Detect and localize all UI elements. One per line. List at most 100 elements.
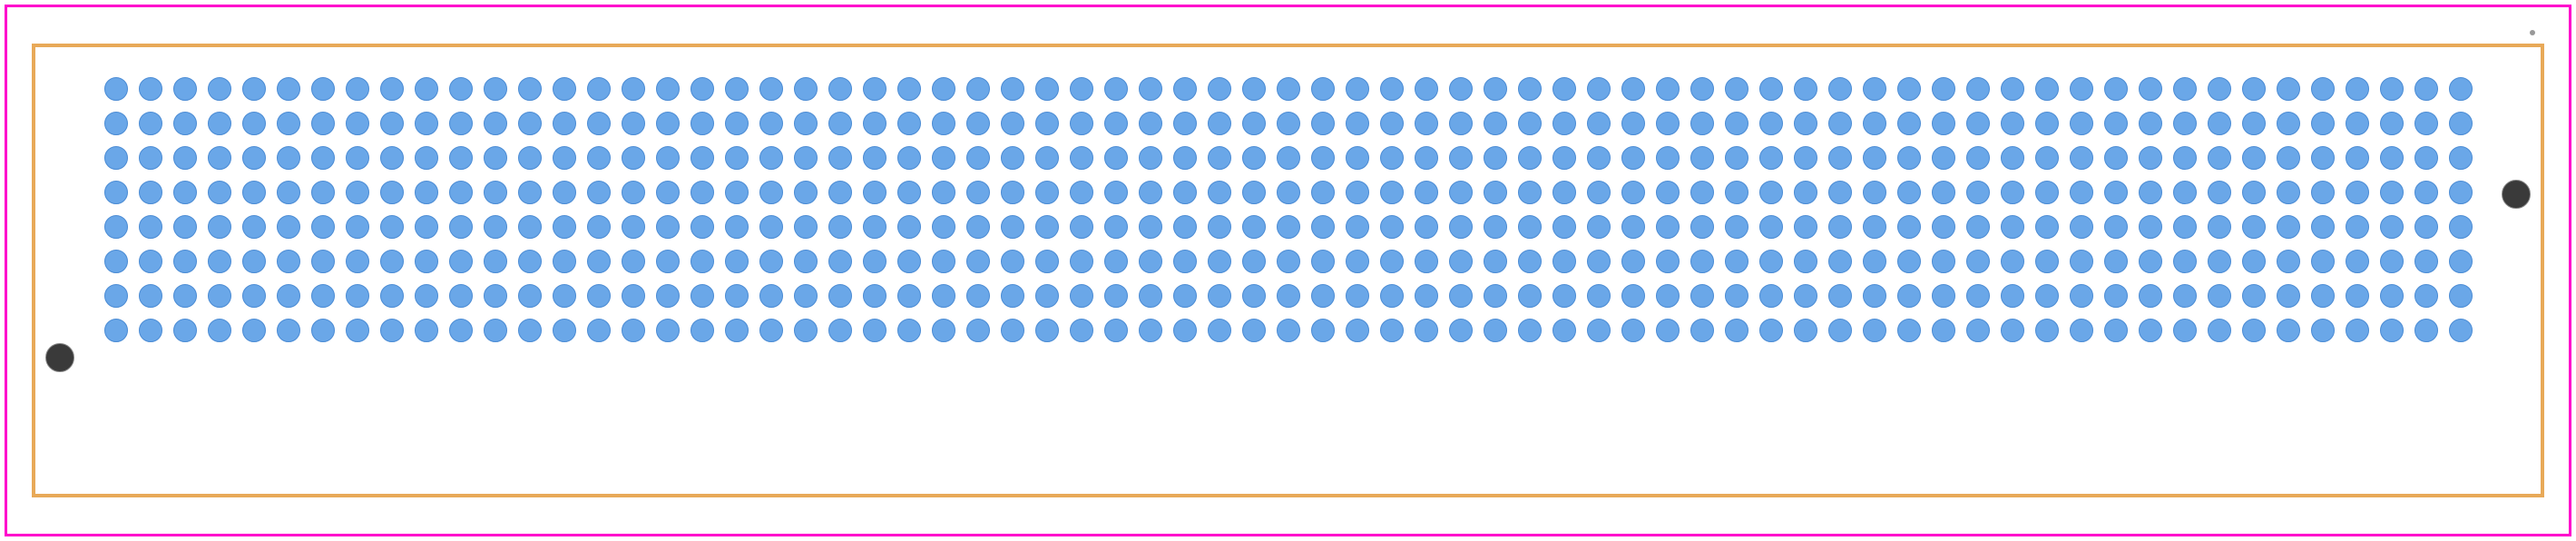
pin-pad <box>380 284 404 308</box>
pin-pad <box>863 112 886 135</box>
pin-pad <box>1449 319 1473 342</box>
pin-pad <box>1932 250 1955 273</box>
pin-pad <box>2380 181 2404 204</box>
pin-pad <box>2001 319 2024 342</box>
pin-pad <box>1242 284 1266 308</box>
pin-pad <box>2139 112 2162 135</box>
pin-pad <box>311 250 335 273</box>
pin-pad <box>553 146 576 170</box>
pin-pad <box>2414 181 2438 204</box>
pin-pad <box>2070 181 2093 204</box>
pin-pad <box>2449 250 2473 273</box>
pin-pad <box>242 284 266 308</box>
pin-pad <box>2173 146 2197 170</box>
pin-pad <box>966 181 990 204</box>
pin-pad <box>208 77 231 101</box>
pin-pad <box>2001 77 2024 101</box>
pin-pad <box>2380 112 2404 135</box>
pin-pad <box>1346 77 1369 101</box>
pin-pad <box>587 319 611 342</box>
pin-pad <box>2277 284 2300 308</box>
pin-pad <box>2311 146 2335 170</box>
pin-pad <box>2104 250 2128 273</box>
pin-pad <box>1035 77 1059 101</box>
pin-row <box>104 77 2473 101</box>
pin-pad <box>2414 77 2438 101</box>
pin-pad <box>346 284 369 308</box>
pin-pad <box>1794 112 1817 135</box>
pin-pad <box>484 181 507 204</box>
pin-pad <box>2380 250 2404 273</box>
pin-pad <box>1380 319 1404 342</box>
pin-pad <box>1449 181 1473 204</box>
pin-pad <box>449 284 473 308</box>
pin-pad <box>2346 284 2369 308</box>
pin-pad <box>1001 77 1024 101</box>
pin-pad <box>2414 112 2438 135</box>
pin-pad <box>1759 77 1783 101</box>
pin-pad <box>1897 319 1921 342</box>
pin-pad <box>1725 250 1748 273</box>
pin-pad <box>2173 77 2197 101</box>
pin-pad <box>656 284 680 308</box>
pin-pad <box>1415 250 1438 273</box>
pin-pad <box>1139 250 1162 273</box>
pin-pad <box>1035 112 1059 135</box>
pin-pad <box>1587 146 1611 170</box>
pin-pad <box>1587 215 1611 239</box>
pin-pad <box>1690 215 1714 239</box>
pin-pad <box>208 181 231 204</box>
pin-pad <box>242 112 266 135</box>
pin-pad <box>1415 77 1438 101</box>
pin-pad <box>2070 250 2093 273</box>
pin-pad <box>449 112 473 135</box>
pin-pad <box>277 112 300 135</box>
pin-pad <box>1242 112 1266 135</box>
pin-pad <box>415 146 438 170</box>
pin-pad <box>2346 77 2369 101</box>
pin-pad <box>346 215 369 239</box>
pin-pad <box>587 77 611 101</box>
pin-pad <box>587 146 611 170</box>
pin-pad <box>1346 319 1369 342</box>
pin-pad <box>2035 181 2059 204</box>
pin-pad <box>1690 77 1714 101</box>
pin-pad <box>1070 146 1093 170</box>
pin-pad <box>1897 146 1921 170</box>
pin-pad <box>277 215 300 239</box>
pin-pad <box>311 77 335 101</box>
pin-pad <box>139 181 162 204</box>
pin-pad <box>1380 146 1404 170</box>
pin-pad <box>828 250 852 273</box>
pin-pad <box>2208 319 2231 342</box>
pin-pad <box>2139 77 2162 101</box>
pin-pad <box>1518 77 1542 101</box>
pin-pad <box>1380 215 1404 239</box>
pin-pad <box>449 215 473 239</box>
pin-pad <box>1173 319 1197 342</box>
pin-pad <box>1828 77 1852 101</box>
pin-pad <box>932 215 955 239</box>
pin-pad <box>1173 215 1197 239</box>
pin-pad <box>1518 146 1542 170</box>
pin-pad <box>691 112 714 135</box>
pin-pad <box>449 319 473 342</box>
pin-pad <box>1794 181 1817 204</box>
pin-pad <box>863 284 886 308</box>
pin-pad <box>2311 250 2335 273</box>
pin-pad <box>1346 284 1369 308</box>
pin-pad <box>622 77 645 101</box>
pin-pad <box>1725 77 1748 101</box>
pin-pad <box>173 319 197 342</box>
pin-pad <box>104 250 128 273</box>
pin-pad <box>1759 181 1783 204</box>
pin-pad <box>2208 181 2231 204</box>
pin-pad <box>1449 112 1473 135</box>
pin-pad <box>622 284 645 308</box>
pin-pad <box>2208 284 2231 308</box>
pin-pad <box>104 146 128 170</box>
pin-pad <box>1725 181 1748 204</box>
pin-pad <box>415 250 438 273</box>
pin-pad <box>1484 250 1507 273</box>
pin-pad <box>2414 146 2438 170</box>
